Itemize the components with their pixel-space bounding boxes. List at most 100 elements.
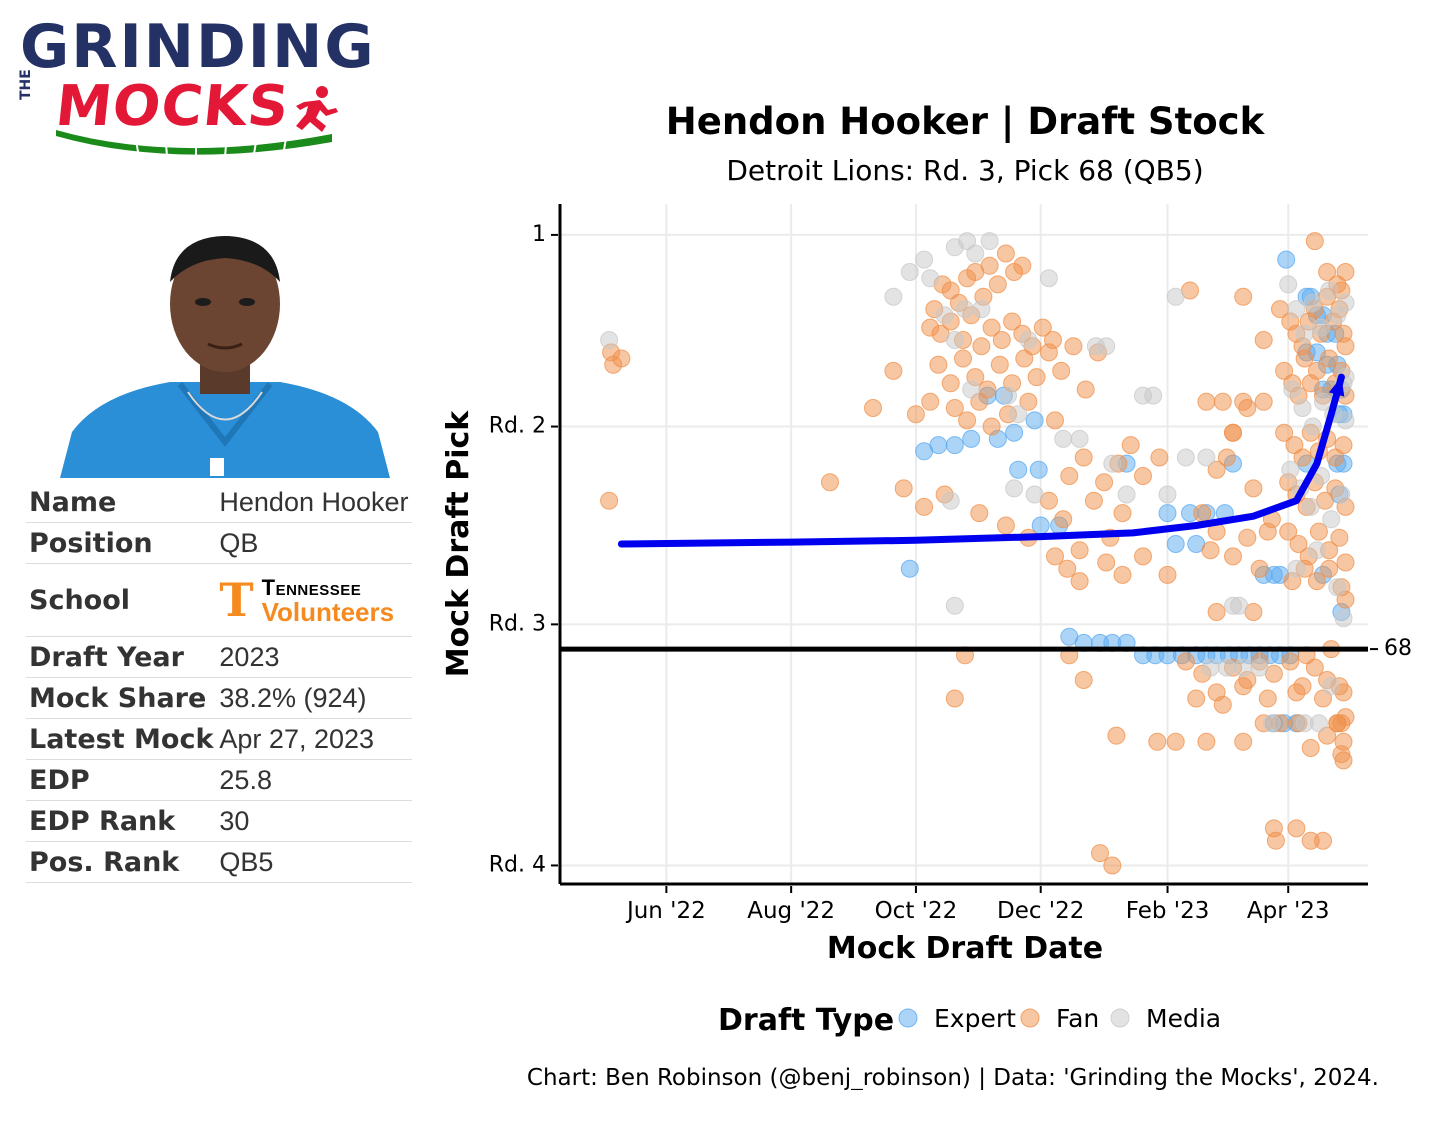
info-row-school: School T Tennessee Volunteers	[26, 563, 412, 637]
point-media	[941, 491, 960, 510]
point-fan	[1103, 856, 1122, 875]
point-fan	[1166, 732, 1185, 751]
point-fan	[1027, 368, 1046, 387]
point-media	[1019, 331, 1038, 349]
point-media	[1293, 399, 1312, 417]
point-fan	[1187, 689, 1206, 708]
point-fan	[1052, 361, 1071, 380]
logo-the-text: THE	[18, 69, 34, 100]
point-fan	[929, 355, 948, 374]
point-media	[1301, 497, 1320, 516]
point-fan	[915, 497, 934, 516]
point-fan	[1258, 522, 1277, 541]
point-expert	[1277, 250, 1296, 269]
point-fan	[1320, 349, 1339, 368]
chart-title: Hendon Hooker | Draft Stock	[666, 100, 1266, 143]
point-fan	[1254, 392, 1273, 411]
point-fan	[1019, 392, 1038, 411]
point-media	[1117, 485, 1136, 504]
point-fan	[1309, 522, 1328, 541]
point-media	[1158, 485, 1177, 504]
point-fan	[906, 405, 925, 424]
point-media	[1307, 541, 1326, 560]
point-media	[915, 250, 934, 269]
point-fan	[972, 337, 991, 356]
point-fan	[982, 318, 1001, 337]
point-fan	[1234, 732, 1253, 751]
point-expert	[962, 429, 981, 448]
y-axis-label: Mock Draft Pick	[441, 410, 476, 677]
school-logo-top-text: Tennessee	[261, 575, 362, 600]
logo-mocks-text: MOCKS	[52, 74, 293, 139]
tennessee-t-logo-icon: T	[219, 573, 254, 627]
point-media	[1025, 485, 1044, 504]
point-media	[962, 380, 981, 399]
logo-field-icon	[56, 130, 332, 158]
scatter-points	[600, 232, 1355, 875]
point-fan	[1281, 652, 1300, 671]
point-fan	[1095, 473, 1114, 492]
point-expert	[1005, 423, 1024, 442]
point-media	[1322, 510, 1341, 529]
point-fan	[996, 516, 1015, 535]
logo-grinding-text: GRINDING	[20, 12, 376, 82]
point-fan	[884, 361, 903, 380]
info-row-name: Name Hendon Hooker	[26, 482, 412, 523]
y-tick-label: Rd. 4	[489, 852, 546, 877]
point-fan	[1213, 392, 1232, 411]
point-media	[1334, 609, 1353, 628]
y-tick-label: 1	[532, 222, 546, 247]
point-media	[1322, 677, 1341, 696]
info-label: EDP Rank	[26, 800, 217, 842]
point-fan	[1254, 331, 1273, 349]
point-media	[1250, 658, 1269, 677]
info-row-mock-share: Mock Share 38.2% (924)	[26, 677, 412, 719]
point-fan	[1046, 547, 1064, 566]
point-fan	[1217, 448, 1236, 467]
point-expert	[1158, 504, 1177, 523]
point-fan	[970, 504, 989, 523]
point-fan	[1213, 695, 1232, 714]
trend-arrow-icon	[1328, 377, 1345, 397]
info-label: EDP	[26, 759, 217, 801]
player-headshot	[60, 236, 390, 478]
point-media	[1176, 448, 1195, 467]
point-media	[1281, 460, 1300, 479]
point-fan	[1334, 436, 1353, 455]
point-fan	[1074, 448, 1093, 467]
info-value: Apr 27, 2023	[216, 718, 412, 760]
point-fan	[1070, 572, 1089, 591]
point-fan	[1148, 732, 1167, 751]
point-expert	[900, 559, 919, 578]
point-fan	[1097, 553, 1116, 572]
point-fan	[1258, 689, 1277, 708]
point-media	[1217, 658, 1236, 677]
legend-expert-swatch	[898, 1008, 918, 1028]
point-media	[1287, 300, 1306, 319]
point-media	[1295, 324, 1314, 343]
point-fan	[1332, 714, 1351, 733]
grinding-the-mocks-logo: GRINDING THE MOCKS	[16, 12, 374, 162]
point-media	[600, 331, 619, 349]
point-media	[1144, 386, 1163, 405]
point-fan	[1238, 399, 1257, 417]
point-media	[1312, 318, 1330, 337]
point-fan	[1234, 287, 1253, 306]
point-media	[1230, 596, 1249, 615]
point-fan	[996, 244, 1015, 263]
point-fan	[600, 491, 619, 510]
point-fan	[1033, 318, 1052, 337]
point-fan	[1058, 559, 1077, 578]
point-fan	[1334, 751, 1353, 770]
point-expert	[929, 436, 948, 455]
info-row-draft-year: Draft Year 2023	[26, 636, 412, 678]
point-media	[1303, 417, 1322, 436]
info-value: 25.8	[216, 759, 412, 801]
point-fan	[1197, 392, 1216, 411]
point-fan	[1039, 343, 1058, 362]
info-value: QB5	[216, 841, 412, 883]
point-media	[1039, 269, 1058, 288]
point-media	[900, 263, 919, 281]
point-fan	[1238, 528, 1257, 547]
x-axis-label: Mock Draft Date	[827, 931, 1103, 966]
